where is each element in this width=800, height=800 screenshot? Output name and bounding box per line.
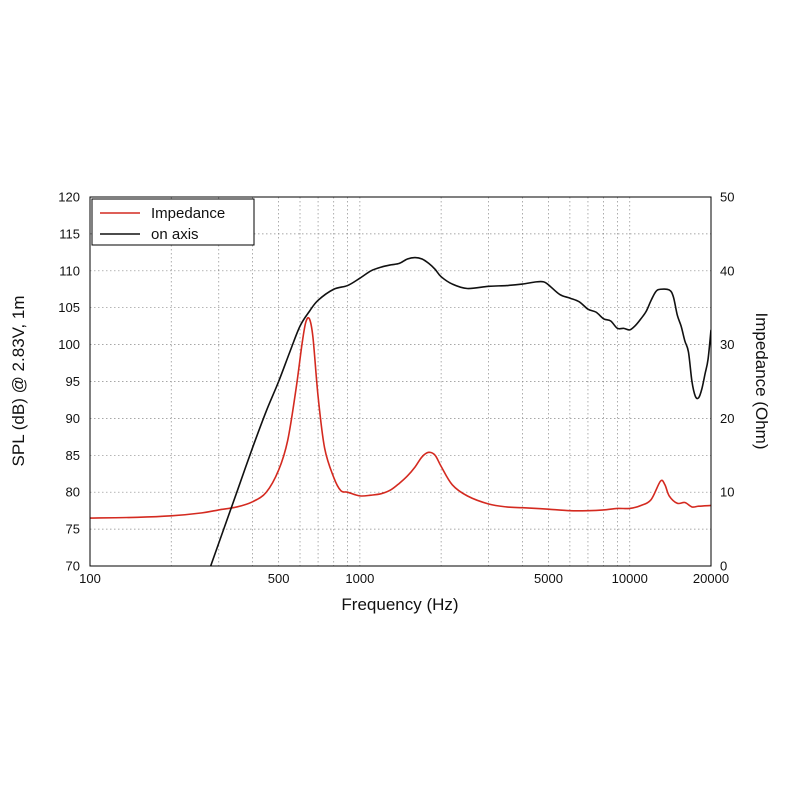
y2-tick-label: 20 [720,411,734,426]
tick-labels: 100 500 1000 5000 10000 200007075808590951001… [58,190,734,587]
x-tick-label: 100 [79,571,101,586]
x-tick-label: 5000 [534,571,563,586]
y-tick-label: 100 [58,337,80,352]
grid [90,197,711,566]
legend-label-impedance: Impedance [151,205,225,222]
legend-box [91,198,255,246]
y-tick-label: 75 [66,522,80,537]
y2-tick-label: 0 [720,559,727,574]
y2-tick-label: 30 [720,337,734,352]
series-layer [90,256,711,566]
series-line-impedance [90,316,711,519]
x-tick-label: 500 [268,571,290,586]
y-tick-label: 70 [66,559,80,574]
y2-axis-title: Impedance (Ohm) [752,313,771,450]
y-tick-label: 115 [59,226,80,241]
y-axis-title: SPL (dB) @ 2.83V, 1m [9,296,28,467]
y-tick-label: 110 [59,263,80,278]
y-tick-label: 90 [66,411,80,426]
y-tick-label: 95 [66,374,80,389]
x-tick-label: 10000 [612,571,648,586]
x-tick-label: 1000 [345,571,374,586]
series-line-on-axis [209,256,711,566]
x-axis-title: Frequency (Hz) [341,595,458,614]
legend: Impedance on axis [91,198,255,246]
y-tick-label: 120 [58,190,80,205]
plot-frame [89,196,712,567]
y-tick-label: 80 [66,485,80,500]
legend-label-on-axis: on axis [151,226,199,243]
y2-tick-label: 10 [720,485,734,500]
x-tick-label: 20000 [693,571,729,586]
y2-tick-label: 40 [720,263,734,278]
y2-tick-label: 50 [720,190,734,205]
y-tick-label: 105 [58,300,80,315]
y-tick-label: 85 [66,448,80,463]
